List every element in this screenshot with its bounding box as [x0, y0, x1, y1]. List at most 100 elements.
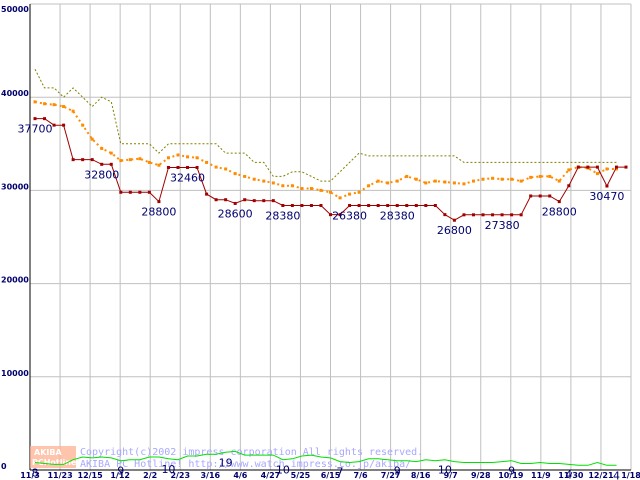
average-price-point [605, 167, 609, 171]
average-price-point [71, 109, 75, 113]
min-price-point [462, 213, 466, 217]
min-price-point [338, 213, 342, 217]
min-price-point [176, 165, 180, 169]
series [33, 68, 628, 466]
min-price-point [348, 203, 352, 207]
min-price-point [452, 218, 456, 222]
min-price-point [243, 198, 247, 202]
min-price-point [405, 203, 409, 207]
min-price-data-label: 28380 [265, 209, 300, 222]
x-tick-label: 3/16 [200, 471, 220, 480]
average-price-point [452, 181, 456, 185]
average-price-point [491, 176, 495, 180]
min-price-point [500, 213, 504, 217]
min-price-point [290, 203, 294, 207]
average-price-point [52, 103, 56, 107]
average-price-point [128, 158, 132, 162]
min-price-data-label: 28800 [141, 206, 176, 219]
average-price-point [376, 179, 380, 183]
min-price-point [100, 162, 104, 166]
shop-count-data-label: 4 [613, 469, 620, 480]
average-price-point [500, 177, 504, 181]
average-price-point [224, 167, 228, 171]
min-price-point [43, 117, 47, 121]
x-tick-label: 6/15 [321, 471, 341, 480]
x-tick-label: 2/23 [170, 471, 190, 480]
average-price-point [243, 174, 247, 178]
grid [29, 3, 632, 471]
average-price-point [471, 179, 475, 183]
min-price-point [71, 158, 75, 162]
average-price-point [205, 160, 209, 164]
min-price-point [557, 200, 561, 204]
min-price-point [471, 213, 475, 217]
min-price-point [166, 165, 170, 169]
average-price-point [138, 157, 142, 161]
min-price-data-label: 37700 [18, 123, 53, 136]
average-price-point [271, 181, 275, 185]
average-price-point [309, 187, 313, 191]
average-price-point [510, 177, 514, 181]
x-tick-label: 12/21 [588, 471, 614, 480]
y-tick-label: 10000 [1, 369, 29, 378]
min-price-point [62, 123, 66, 127]
x-tick-label: 9/28 [471, 471, 491, 480]
watermark: AKIBA PCHotline! Copyright(c)2002 impres… [30, 446, 423, 470]
average-price-point [614, 167, 618, 171]
x-tick-label: 11/23 [47, 471, 72, 480]
x-tick-label: 11/3 [20, 471, 40, 480]
average-price-point [338, 196, 342, 200]
min-price-point [233, 201, 237, 205]
watermark-badge-bottom: PCHotline! [32, 458, 80, 467]
min-price-point [576, 165, 580, 169]
min-price-point [90, 158, 94, 162]
x-tick-label: 7/6 [354, 471, 368, 480]
min-price-data-label: 28380 [380, 209, 415, 222]
x-tick-label: 4/6 [233, 471, 247, 480]
average-price-point [433, 179, 437, 183]
watermark-badge [30, 446, 76, 468]
min-price-point [491, 213, 495, 217]
max-price-line [34, 68, 617, 182]
shop-count-data-label: 10 [276, 464, 290, 477]
x-tick-label: 5/25 [291, 471, 311, 480]
average-price-point [281, 184, 285, 188]
x-tick-label: 9/7 [444, 471, 458, 480]
min-price-data-label: 26800 [437, 224, 472, 237]
average-price-point [405, 174, 409, 178]
min-price-point [529, 194, 533, 198]
average-price-point [186, 155, 190, 159]
min-price-point [624, 165, 628, 169]
min-price-point [567, 184, 571, 188]
min-price-data-label: 28800 [542, 206, 577, 219]
average-price-point [157, 163, 161, 167]
shop-count-data-label: 4 [565, 468, 572, 480]
average-price-point [214, 165, 218, 169]
average-price-point [548, 174, 552, 178]
min-price-point [281, 203, 285, 207]
min-price-point [595, 165, 599, 169]
average-price-point [357, 190, 361, 194]
average-price-point [443, 180, 447, 184]
average-price-point [595, 172, 599, 176]
min-price-point [128, 190, 132, 194]
min-price-point [614, 165, 618, 169]
x-tick-label: 12/15 [78, 471, 104, 480]
min-price-data-label: 30470 [589, 190, 624, 203]
shop-count-data-label: 10 [161, 463, 175, 476]
average-price-point [481, 177, 485, 181]
average-price-point [348, 192, 352, 196]
x-tick-label: 4/27 [261, 471, 281, 480]
min-price-point [376, 203, 380, 207]
min-price-point [205, 192, 209, 196]
average-price-point [100, 146, 104, 150]
min-price-point [252, 199, 256, 203]
shop-count-data-label: 19 [219, 456, 233, 469]
min-price-point [195, 165, 199, 169]
average-price-point [567, 168, 571, 172]
average-price-point [195, 156, 199, 160]
shop-count-data-label: 9 [117, 465, 124, 478]
min-price-data-label: 32800 [84, 168, 119, 181]
